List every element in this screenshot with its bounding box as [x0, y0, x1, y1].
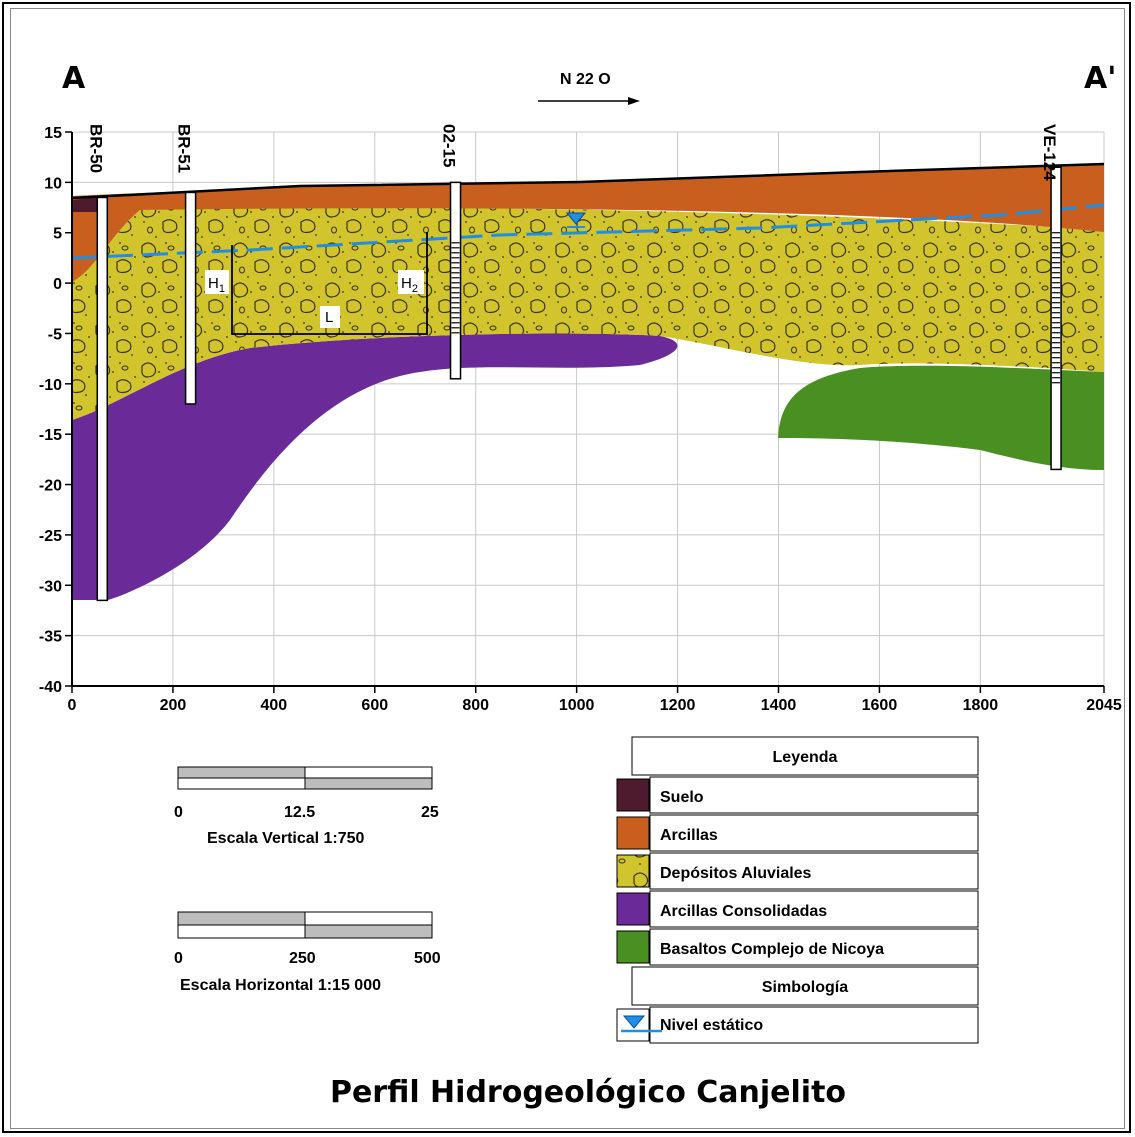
well-casing-br-51	[184, 191, 197, 405]
y-tick-label: 10	[44, 175, 62, 192]
y-tick-label: -10	[39, 377, 62, 394]
y-tick-label: -25	[39, 528, 62, 545]
label-h1: H1	[208, 275, 225, 295]
well-label-br-51: BR-51	[175, 124, 194, 173]
hscale-label: Escala Horizontal 1:15 000	[180, 977, 381, 994]
x-tick-label: 1800	[963, 697, 999, 714]
well-label-02-15: 02-15	[440, 124, 459, 167]
well-label-ve-124: VE-124	[1040, 124, 1059, 181]
x-axis-ticks: 0 200 400 600 800 1000 1200 1400 1600 1800 2045	[68, 686, 1122, 714]
layer-suelo	[72, 197, 100, 212]
legend-swatch-arcillas	[616, 816, 650, 850]
y-tick-label: -35	[39, 629, 62, 646]
legend: Leyenda Suelo Arcillas Depósitos Aluvial…	[616, 736, 979, 1044]
gradient-box	[231, 232, 428, 335]
static-level-line	[71, 203, 1105, 260]
x-tick-label: 800	[462, 697, 489, 714]
vertical-scale-bar: 0 12.5 25 Escala Vertical 1:750	[174, 766, 439, 847]
layer-arcillas-consolidadas	[72, 333, 678, 600]
y-tick-label: 15	[44, 125, 62, 142]
inner-frame	[10, 8, 1125, 1129]
direction-label: N 22 O	[560, 71, 611, 88]
horizontal-scale-bar: 0 250 500 Escala Horizontal 1:15 000	[174, 911, 441, 994]
legend-title: Leyenda	[773, 749, 838, 766]
y-tick-label: -5	[48, 326, 62, 343]
legend-swatch-suelo	[616, 778, 650, 812]
legend-item-nivel-estatico: Nivel estático	[660, 1017, 763, 1034]
y-tick-label: -40	[39, 679, 62, 696]
h1-bg	[205, 270, 229, 294]
layer-arcillas	[72, 165, 1104, 282]
y-axis-ticks: 15 10 5 0 -5 -10 -15 -20 -25 -30 -35 -40	[39, 125, 72, 696]
x-tick-label: 1200	[660, 697, 696, 714]
y-tick-label: 0	[53, 276, 62, 293]
corner-label-a-prime: A'	[1084, 61, 1116, 96]
legend-item-depositos: Depósitos Aluviales	[660, 865, 812, 882]
x-tick-label: 1000	[559, 697, 595, 714]
legend-swatch-arcillas-consolidadas	[616, 892, 650, 926]
legend-swatch-depositos	[616, 854, 650, 888]
direction-arrow-head-icon	[628, 97, 640, 105]
hscale-tick-1: 250	[289, 950, 316, 967]
legend-item-arcillas-consolidadas: Arcillas Consolidadas	[660, 903, 827, 920]
page-title: Perfil Hidrogeológico Canjelito	[330, 1075, 846, 1110]
static-level-marker-icon	[565, 212, 587, 225]
well-label-br-50: BR-50	[86, 124, 105, 173]
y-tick-label: -20	[39, 478, 62, 495]
nivel-estatico-icon	[622, 1015, 646, 1029]
y-tick-label: -30	[39, 578, 62, 595]
x-tick-label: 600	[361, 697, 388, 714]
corner-label-a: A	[62, 61, 86, 96]
symbology-title: Simbología	[762, 979, 848, 996]
label-l: L	[325, 309, 333, 326]
hscale-tick-0: 0	[174, 950, 183, 967]
x-tick-label: 400	[261, 697, 288, 714]
legend-item-basaltos: Basaltos Complejo de Nicoya	[660, 941, 884, 958]
x-tick-label: 200	[160, 697, 187, 714]
well-casing-ve-124	[1050, 166, 1062, 471]
vscale-label: Escala Vertical 1:750	[207, 830, 365, 847]
y-tick-label: 5	[53, 226, 62, 243]
hscale-tick-2: 500	[414, 950, 441, 967]
vscale-tick-2: 25	[421, 804, 439, 821]
x-tick-label: 2045	[1086, 697, 1122, 714]
wells: BR-50 BR-51 02-15 VE-124	[86, 124, 1062, 602]
well-casing-02-15	[449, 181, 462, 380]
vscale-tick-1: 12.5	[284, 804, 315, 821]
y-tick-label: -15	[39, 427, 62, 444]
ground-surface	[71, 162, 1105, 200]
legend-item-arcillas: Arcillas	[660, 827, 718, 844]
l-bg	[320, 306, 340, 328]
legend-swatch-basaltos	[616, 930, 650, 964]
x-tick-label: 1400	[761, 697, 797, 714]
x-tick-label: 1600	[862, 697, 898, 714]
layer-basaltos	[778, 365, 1104, 470]
vscale-tick-0: 0	[174, 804, 183, 821]
well-casing-br-50	[96, 196, 109, 602]
layer-depositos-aluviales	[72, 207, 1104, 420]
h2-bg	[398, 270, 424, 294]
x-tick-label: 0	[68, 697, 77, 714]
label-h2: H2	[401, 275, 418, 295]
legend-item-suelo: Suelo	[660, 789, 704, 806]
